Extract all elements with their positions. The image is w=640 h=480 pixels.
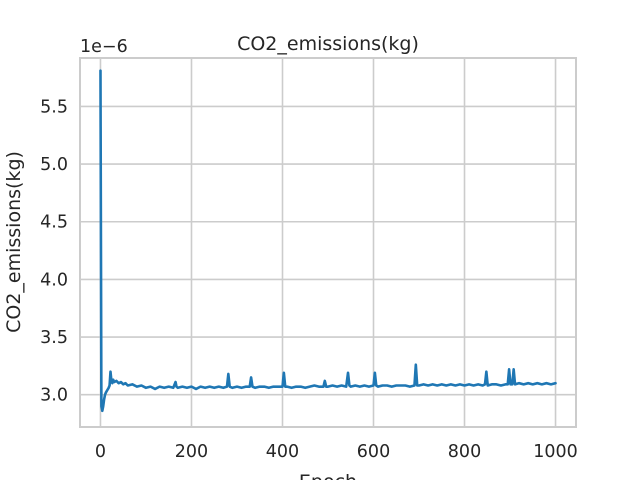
chart-title: CO2_emissions(kg)	[237, 33, 419, 55]
y-tick-label: 3.5	[40, 328, 68, 348]
y-tick-label: 5.5	[40, 97, 68, 117]
plot-frame	[79, 57, 577, 428]
series-line	[99, 69, 557, 413]
x-tick-label: 600	[357, 442, 390, 462]
x-tick-label: 0	[95, 442, 106, 462]
x-axis-title: Epoch	[299, 471, 357, 480]
x-tick-label: 1000	[533, 442, 578, 462]
grid-layer	[80, 58, 576, 427]
y-tick-label: 3.0	[40, 386, 68, 406]
series-layer	[99, 69, 557, 413]
y-tick-label: 4.0	[40, 270, 68, 290]
x-tick-labels: 0 200 400 600 800 1000	[95, 442, 578, 462]
x-tick-label: 800	[448, 442, 481, 462]
x-tick-label: 400	[266, 442, 299, 462]
y-axis-title: CO2_emissions(kg)	[3, 151, 25, 333]
y-tick-label: 4.5	[40, 213, 68, 233]
y-offset-label: 1e−6	[80, 37, 128, 57]
y-tick-label: 5.0	[40, 155, 68, 175]
x-tick-label: 200	[175, 442, 208, 462]
y-tick-labels: 3.0 3.5 4.0 4.5 5.0 5.5	[40, 97, 68, 405]
